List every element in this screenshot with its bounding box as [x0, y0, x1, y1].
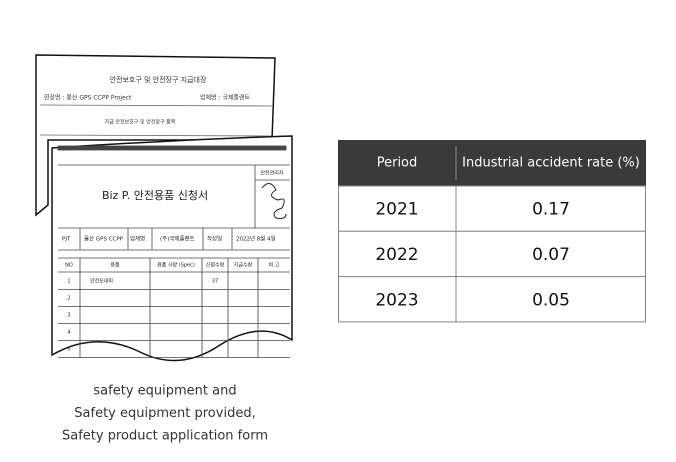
row-no: 5: [67, 347, 70, 353]
back-title: 안전보호구 및 안전장구 지급대장: [110, 75, 207, 84]
front-title: Biz P. 안전용품 신청서: [102, 189, 208, 202]
back-rule: [39, 104, 273, 107]
caption-line: safety equipment and: [93, 384, 236, 399]
table-row: [338, 230, 646, 278]
period-cell: 2023: [375, 290, 418, 310]
period-cell: 2022: [375, 245, 418, 265]
rate-cell: 0.17: [532, 200, 570, 220]
rate-cell: 0.07: [532, 245, 570, 265]
rate-cell: 0.05: [532, 290, 570, 310]
back-site: 현장명 : 울산 GPS CCPP Project: [44, 94, 132, 102]
table-row: [338, 185, 646, 232]
back-rule: [39, 134, 273, 137]
info-cell: 울산 GPS CCPP: [84, 235, 124, 243]
info-cell: 2022년 8월 4일: [236, 235, 276, 243]
row-item: 안전모내피: [90, 278, 113, 285]
info-cell: 업체명: [130, 235, 145, 243]
table-header: Period: [377, 156, 418, 171]
period-cell: 2021: [375, 200, 418, 220]
column-header: 지급수량: [234, 262, 253, 269]
back-company: 업체명 : 국제플랜트: [200, 94, 250, 102]
column-header: 비 고: [269, 262, 280, 269]
column-header: 용품 사양 (Spec): [157, 262, 195, 269]
column-header: NO: [65, 263, 73, 269]
info-cell: 작성일: [207, 235, 222, 243]
column-header: 용품: [110, 263, 120, 269]
row-no: 2: [67, 296, 70, 302]
table-row: [338, 276, 646, 323]
table-header: Industrial accident rate (%): [462, 156, 640, 171]
column-header: 신청수량: [206, 262, 225, 269]
row-no: 1: [67, 279, 70, 285]
signature: [261, 183, 287, 219]
caption-line: Safety equipment provided,: [74, 406, 255, 421]
table-header-bg: [338, 140, 646, 186]
row-no: 3: [67, 313, 70, 319]
caption-line: Safety product application form: [62, 429, 268, 444]
manager-label: 안전관리자: [260, 170, 283, 177]
front-grid: [57, 145, 290, 259]
back-paper: [35, 54, 276, 217]
front-paper: [51, 135, 293, 362]
row-qty: 37: [212, 279, 218, 285]
back-items-header: 지급 안전보호구 및 안전장구 품목: [105, 119, 176, 126]
info-cell: (주)국제플랜트: [160, 235, 195, 243]
info-cell: PJT: [62, 237, 71, 243]
row-no: 4: [67, 330, 70, 336]
